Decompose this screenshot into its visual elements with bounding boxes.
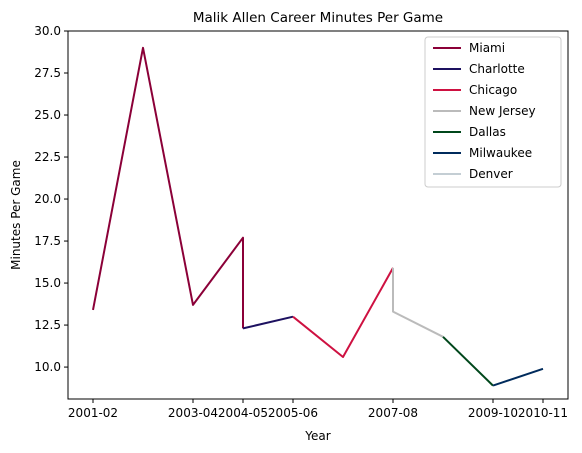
series-line-3 (392, 267, 444, 338)
x-axis-label: Year (304, 429, 330, 443)
legend-label: Charlotte (469, 62, 525, 76)
x-tick-label: 2005-06 (268, 406, 318, 420)
legend-label: Dallas (469, 125, 506, 139)
legend-label: Denver (469, 167, 513, 181)
legend-label: Milwaukee (469, 146, 532, 160)
chart-title: Malik Allen Career Minutes Per Game (193, 10, 443, 26)
x-tick-label: 2007-08 (368, 406, 418, 420)
x-tick-label: 2004-05 (218, 406, 268, 420)
series-line-5 (492, 367, 544, 387)
x-tick-label: 2001-02 (68, 406, 118, 420)
y-tick-label: 15.0 (34, 276, 61, 290)
y-tick-label: 22.5 (34, 150, 61, 164)
y-tick-label: 17.5 (34, 234, 61, 248)
plot-area (67, 30, 569, 400)
y-axis-label: Minutes Per Game (9, 160, 23, 270)
y-tick-label: 10.0 (34, 360, 61, 374)
x-tick-label: 2010-11 (518, 406, 568, 420)
legend-label: New Jersey (469, 104, 536, 118)
y-tick-label: 27.5 (34, 66, 61, 80)
x-tick-label: 2009-10 (468, 406, 518, 420)
legend-label: Miami (469, 41, 505, 55)
series-line-2 (292, 267, 394, 358)
series-line-4 (442, 336, 494, 387)
y-axis-ticks: 10.0 12.5 15.0 17.5 20.0 22.5 25.0 27.5 30.0 (34, 24, 68, 374)
x-tick-label: 2003-04 (168, 406, 218, 420)
y-tick-label: 30.0 (34, 24, 61, 38)
series-line-0 (92, 46, 244, 329)
series-line-1 (242, 315, 294, 330)
series-layer (92, 46, 544, 387)
legend-frame (424, 36, 562, 188)
legend: Miami Charlotte Chicago New Jersey Dallas Mil… (424, 36, 562, 188)
y-tick-label: 12.5 (34, 318, 61, 332)
y-tick-label: 25.0 (34, 108, 61, 122)
x-axis-ticks: 2001-02 2003-04 2004-05 2005-06 2007-08 2009-… (68, 399, 568, 420)
y-tick-label: 20.0 (34, 192, 61, 206)
legend-label: Chicago (469, 83, 517, 97)
